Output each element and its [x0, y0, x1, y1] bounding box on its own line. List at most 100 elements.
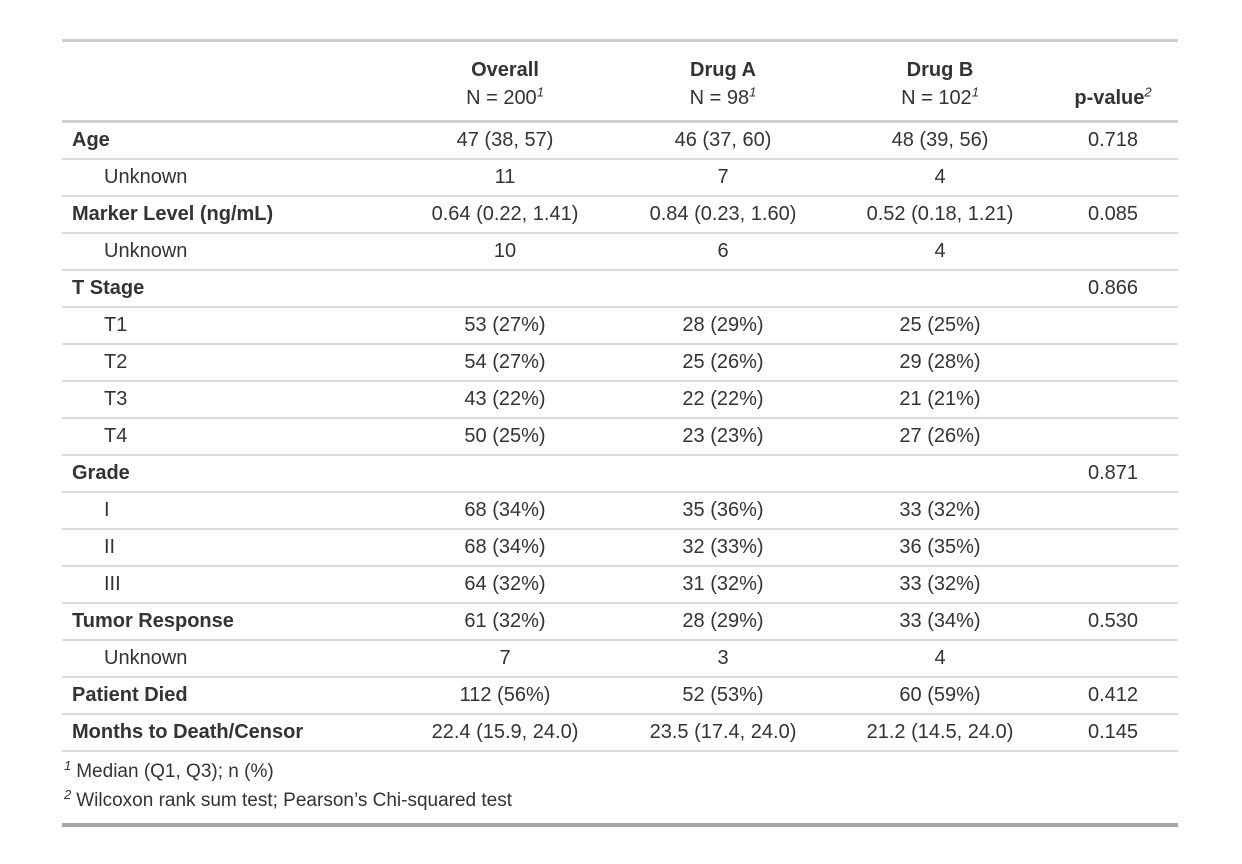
footnote-2: 2 Wilcoxon rank sum test; Pearson’s Chi-s…: [64, 786, 1178, 815]
cell-p-value: [1048, 492, 1178, 530]
footnote-ref-1: 1: [536, 84, 544, 100]
cell-drug-b: 33 (32%): [832, 566, 1048, 604]
cell-overall: 43 (22%): [396, 381, 614, 419]
cell-overall: 68 (34%): [396, 529, 614, 567]
cell-drug-a: [614, 270, 832, 308]
cell-overall: 54 (27%): [396, 344, 614, 382]
cell-drug-a: 52 (53%): [614, 677, 832, 715]
table-row: Age 47 (38, 57) 46 (37, 60) 48 (39, 56) 0.71…: [62, 121, 1178, 160]
table-row: Months to Death/Censor 22.4 (15.9, 24.0) 2…: [62, 714, 1178, 752]
row-label: I: [62, 492, 396, 530]
table-row: Unknown 7 3 4: [62, 640, 1178, 678]
cell-drug-a: 28 (29%): [614, 307, 832, 345]
cell-drug-b: [832, 455, 1048, 493]
footnote-1-marker: 1: [64, 757, 72, 773]
table-body: Age 47 (38, 57) 46 (37, 60) 48 (39, 56) 0.71…: [62, 121, 1178, 752]
row-label: Patient Died: [62, 677, 396, 715]
row-label: III: [62, 566, 396, 604]
cell-p-value: 0.085: [1048, 196, 1178, 234]
cell-p-value: [1048, 640, 1178, 678]
table-row: Marker Level (ng/mL) 0.64 (0.22, 1.41) 0.8…: [62, 196, 1178, 234]
cell-p-value: [1048, 159, 1178, 197]
cell-drug-a: 23.5 (17.4, 24.0): [614, 714, 832, 752]
cell-drug-a: 6: [614, 233, 832, 271]
footnote-1: 1 Median (Q1, Q3); n (%): [64, 757, 1178, 786]
footnote-ref-1: 1: [749, 84, 757, 100]
header-p-value-title: p-value: [1074, 87, 1145, 109]
cell-drug-b: 21 (21%): [832, 381, 1048, 419]
footnotes: 1 Median (Q1, Q3); n (%) 2 Wilcoxon rank s…: [62, 752, 1178, 827]
row-label: T1: [62, 307, 396, 345]
row-label: Age: [62, 121, 396, 160]
cell-p-value: [1048, 233, 1178, 271]
header-overall-title: Overall: [471, 59, 539, 81]
cell-overall: 22.4 (15.9, 24.0): [396, 714, 614, 752]
cell-drug-a: 46 (37, 60): [614, 121, 832, 160]
table-row: T Stage 0.866: [62, 270, 1178, 308]
footnote-ref-1: 1: [971, 84, 979, 100]
cell-p-value: [1048, 418, 1178, 456]
footnote-1-text: Median (Q1, Q3); n (%): [76, 761, 274, 782]
cell-drug-b: 33 (32%): [832, 492, 1048, 530]
cell-drug-b: [832, 270, 1048, 308]
header-row: Overall N = 2001 Drug A N = 981 Drug B N…: [62, 40, 1178, 123]
row-label: Tumor Response: [62, 603, 396, 641]
row-label: Unknown: [62, 159, 396, 197]
cell-drug-b: 0.52 (0.18, 1.21): [832, 196, 1048, 234]
cell-p-value: 0.145: [1048, 714, 1178, 752]
table-row: II 68 (34%) 32 (33%) 36 (35%): [62, 529, 1178, 567]
header-overall-n: N = 2001: [466, 84, 544, 109]
footnote-2-text: Wilcoxon rank sum test; Pearson’s Chi-sq…: [76, 790, 513, 811]
cell-drug-a: 0.84 (0.23, 1.60): [614, 196, 832, 234]
cell-overall: 68 (34%): [396, 492, 614, 530]
row-label: Months to Death/Censor: [62, 714, 396, 752]
header-drug-b-title: Drug B: [906, 59, 974, 81]
cell-drug-b: 29 (28%): [832, 344, 1048, 382]
table-row: III 64 (32%) 31 (32%) 33 (32%): [62, 566, 1178, 604]
cell-drug-b: 4: [832, 159, 1048, 197]
row-label: T4: [62, 418, 396, 456]
table-row: Patient Died 112 (56%) 52 (53%) 60 (59%) 0.4…: [62, 677, 1178, 715]
cell-drug-a: [614, 455, 832, 493]
cell-p-value: [1048, 344, 1178, 382]
cell-p-value: 0.866: [1048, 270, 1178, 308]
cell-overall: 0.64 (0.22, 1.41): [396, 196, 614, 234]
cell-drug-a: 22 (22%): [614, 381, 832, 419]
row-label: T2: [62, 344, 396, 382]
cell-drug-b: 48 (39, 56): [832, 121, 1048, 160]
header-drug-a-title: Drug A: [690, 59, 756, 81]
header-drug-b-n: N = 1021: [901, 84, 979, 109]
row-label: Unknown: [62, 233, 396, 271]
cell-drug-b: 60 (59%): [832, 677, 1048, 715]
summary-table: Overall N = 2001 Drug A N = 981 Drug B N…: [62, 39, 1178, 752]
cell-overall: 64 (32%): [396, 566, 614, 604]
row-label: T3: [62, 381, 396, 419]
cell-drug-a: 32 (33%): [614, 529, 832, 567]
summary-table-container: Overall N = 2001 Drug A N = 981 Drug B N…: [62, 39, 1178, 827]
table-row: T2 54 (27%) 25 (26%) 29 (28%): [62, 344, 1178, 382]
footnote-ref-2: 2: [1144, 84, 1152, 100]
table-row: Grade 0.871: [62, 455, 1178, 493]
cell-p-value: 0.718: [1048, 121, 1178, 160]
cell-overall: 47 (38, 57): [396, 121, 614, 160]
table-row: T1 53 (27%) 28 (29%) 25 (25%): [62, 307, 1178, 345]
table-row: Unknown 11 7 4: [62, 159, 1178, 197]
table-row: Unknown 10 6 4: [62, 233, 1178, 271]
cell-overall: [396, 455, 614, 493]
cell-drug-a: 31 (32%): [614, 566, 832, 604]
header-drug-a-n: N = 981: [689, 84, 757, 109]
cell-p-value: 0.871: [1048, 455, 1178, 493]
cell-drug-b: 33 (34%): [832, 603, 1048, 641]
cell-p-value: [1048, 566, 1178, 604]
cell-overall: 61 (32%): [396, 603, 614, 641]
row-label: T Stage: [62, 270, 396, 308]
table-row: I 68 (34%) 35 (36%) 33 (32%): [62, 492, 1178, 530]
cell-overall: 7: [396, 640, 614, 678]
cell-drug-b: 25 (25%): [832, 307, 1048, 345]
table-header: Overall N = 2001 Drug A N = 981 Drug B N…: [62, 40, 1178, 123]
row-label: Grade: [62, 455, 396, 493]
cell-overall: 112 (56%): [396, 677, 614, 715]
row-label: Marker Level (ng/mL): [62, 196, 396, 234]
table-row: Tumor Response 61 (32%) 28 (29%) 33 (34%) 0.…: [62, 603, 1178, 641]
cell-drug-b: 21.2 (14.5, 24.0): [832, 714, 1048, 752]
